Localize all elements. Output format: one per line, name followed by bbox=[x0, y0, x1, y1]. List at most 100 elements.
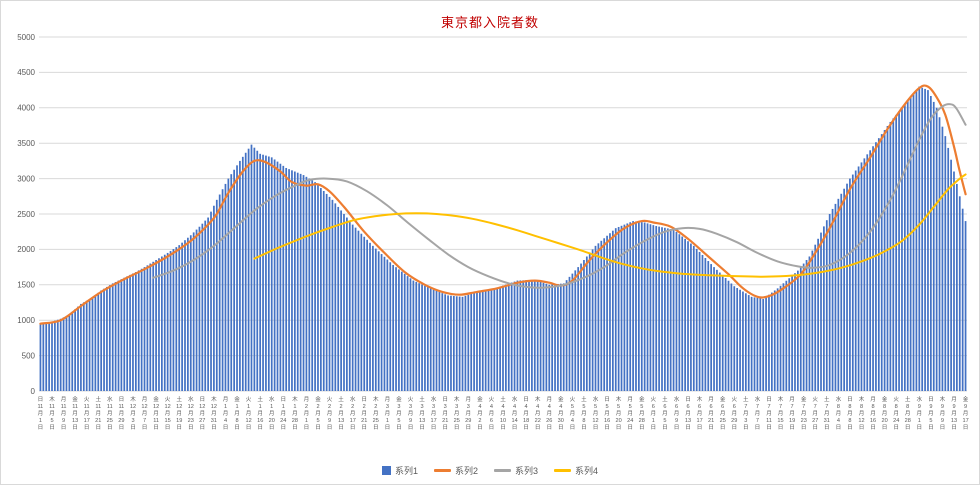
bar bbox=[779, 285, 782, 391]
x-axis-label: 金 5 月 28 日 bbox=[639, 395, 645, 431]
bar bbox=[944, 136, 947, 391]
bar bbox=[311, 180, 314, 391]
bar bbox=[903, 104, 906, 391]
bar bbox=[406, 276, 409, 391]
bar bbox=[77, 306, 79, 391]
bar bbox=[875, 142, 877, 391]
bar bbox=[126, 276, 129, 391]
bar bbox=[672, 229, 675, 391]
bar bbox=[366, 239, 368, 391]
bar bbox=[611, 230, 614, 391]
bar bbox=[964, 221, 967, 391]
bar bbox=[585, 256, 588, 391]
bar bbox=[770, 292, 773, 391]
bar bbox=[938, 117, 941, 392]
bar bbox=[802, 263, 805, 391]
bar bbox=[664, 227, 666, 391]
bar bbox=[487, 289, 490, 391]
bar bbox=[759, 298, 762, 391]
x-axis-label: 火 11 月 17 日 bbox=[84, 396, 90, 431]
x-axis-label: 日 11 月 29 日 bbox=[118, 396, 124, 431]
x-axis-label: 土 11 月 21 日 bbox=[95, 395, 101, 431]
bar bbox=[108, 285, 111, 391]
bar bbox=[956, 183, 958, 391]
x-axis-label: 月 12 月 7 日 bbox=[141, 396, 147, 431]
x-axis-label: 火 12 月 15 日 bbox=[164, 396, 170, 431]
bar bbox=[59, 318, 62, 391]
legend-line-swatch-icon bbox=[494, 469, 511, 472]
bar bbox=[768, 294, 770, 391]
bar bbox=[548, 284, 551, 391]
bar bbox=[322, 190, 325, 391]
x-axis-label: 火 8 月 24 日 bbox=[893, 396, 899, 431]
bar bbox=[215, 199, 218, 391]
bar bbox=[207, 217, 209, 391]
bar bbox=[441, 293, 444, 391]
bar bbox=[831, 208, 834, 391]
y-axis-label: 2000 bbox=[17, 245, 35, 254]
x-axis-label: 木 6 月 17 日 bbox=[696, 395, 702, 431]
bar bbox=[649, 224, 652, 391]
bar bbox=[681, 236, 684, 391]
bar bbox=[195, 229, 198, 391]
bar bbox=[42, 323, 45, 391]
bar bbox=[320, 188, 322, 391]
bar bbox=[305, 176, 308, 391]
x-axis-label: 金 12 月 11 日 bbox=[153, 395, 159, 431]
bar bbox=[808, 256, 811, 391]
bar bbox=[120, 279, 123, 391]
bar bbox=[85, 300, 88, 391]
bar bbox=[493, 288, 496, 391]
bar bbox=[91, 297, 94, 391]
bar bbox=[383, 256, 386, 391]
x-axis-label: 土 3 月 13 日 bbox=[419, 395, 425, 431]
bar bbox=[374, 248, 377, 391]
x-axis-label: 月 4 月 26 日 bbox=[546, 396, 552, 431]
bar bbox=[635, 221, 637, 391]
bar bbox=[146, 265, 149, 391]
bar bbox=[531, 279, 533, 391]
bar bbox=[149, 263, 152, 391]
bar bbox=[163, 254, 166, 391]
bar bbox=[724, 278, 727, 391]
bar bbox=[863, 158, 866, 391]
legend-line-swatch-icon bbox=[433, 469, 451, 472]
bar bbox=[389, 262, 392, 391]
x-axis-label: 月 6 月 21 日 bbox=[708, 396, 714, 431]
bar bbox=[840, 193, 843, 391]
bar bbox=[669, 228, 672, 391]
bar bbox=[912, 93, 915, 391]
y-axis-label: 4500 bbox=[17, 68, 35, 77]
bar bbox=[577, 267, 580, 391]
x-axis-label: 日 1 月 24 日 bbox=[280, 396, 286, 431]
bar bbox=[415, 281, 418, 391]
bar bbox=[175, 247, 178, 391]
x-axis-label: 水 1 月 20 日 bbox=[269, 395, 275, 431]
x-axis-label: 木 11 月 5 日 bbox=[49, 395, 55, 431]
x-axis-label: 木 5 月 20 日 bbox=[615, 395, 621, 431]
bar bbox=[834, 203, 837, 391]
bar bbox=[253, 147, 256, 391]
bar bbox=[233, 169, 235, 391]
x-axis-label: 水 11 月 25 日 bbox=[107, 395, 113, 431]
chart-title: 東京都入院者数 bbox=[440, 15, 539, 30]
bar bbox=[363, 236, 366, 391]
x-axis-label: 木 4 月 22 日 bbox=[535, 395, 541, 431]
bar bbox=[791, 275, 793, 391]
x-axis-label: 火 7 月 27 日 bbox=[812, 396, 818, 431]
x-axis-label: 土 2 月 13 日 bbox=[338, 395, 344, 431]
bar bbox=[291, 170, 293, 391]
bar bbox=[958, 196, 961, 391]
bar bbox=[655, 226, 658, 391]
x-axis-label: 金 7 月 23 日 bbox=[801, 395, 807, 431]
legend-item-系列2: 系列2 bbox=[433, 464, 478, 477]
y-axis-label: 3500 bbox=[17, 139, 35, 148]
bar bbox=[152, 261, 155, 391]
y-axis-label: 2500 bbox=[17, 210, 35, 219]
bar bbox=[597, 243, 600, 391]
